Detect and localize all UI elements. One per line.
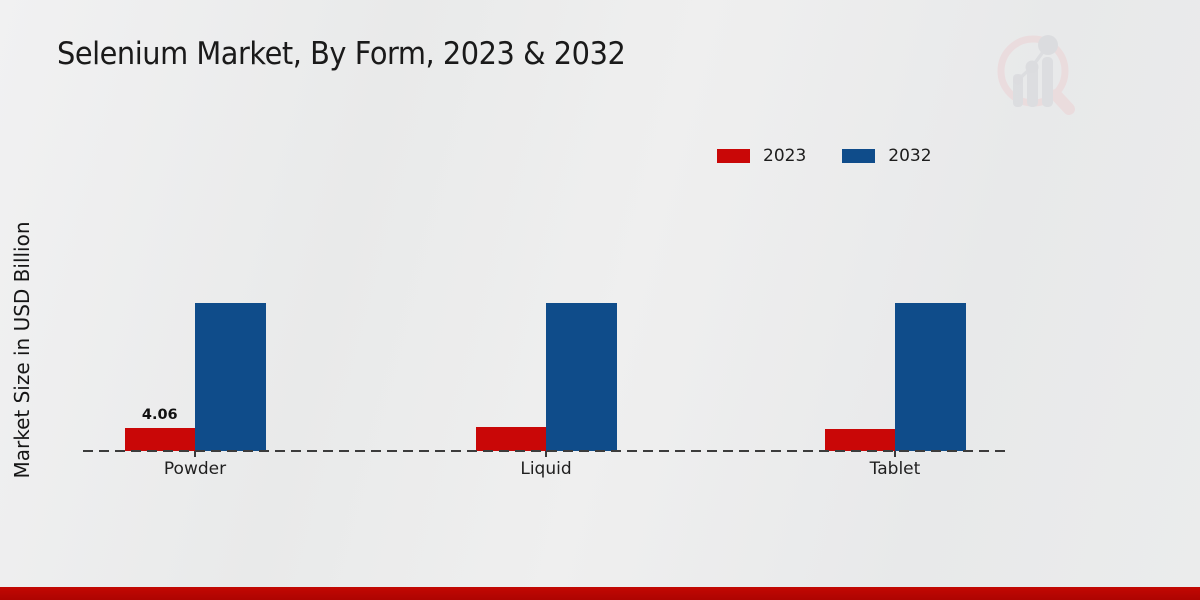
x-axis-tick-powder (194, 451, 196, 457)
bar-2023-powder (124, 428, 195, 451)
bar-2032-tablet (895, 303, 966, 451)
x-axis-category-label-tablet: Tablet (869, 459, 921, 479)
legend-swatch-2023 (717, 149, 750, 163)
bar-2032-liquid (546, 303, 617, 451)
footer-accent-bar (0, 587, 1200, 600)
x-axis-category-label-liquid: Liquid (520, 459, 572, 479)
legend: 2023 2032 (717, 146, 932, 166)
legend-swatch-2032 (842, 149, 876, 163)
bar-value-label: 4.06 (141, 407, 178, 424)
legend-item-2032: 2032 (842, 146, 932, 166)
legend-item-2023: 2023 (717, 146, 806, 166)
bar-2023-tablet (824, 429, 895, 451)
legend-label-2032: 2032 (888, 146, 932, 166)
x-axis-tick-liquid (545, 451, 547, 457)
bar-2032-powder (195, 303, 266, 451)
market-research-watermark-icon (997, 35, 1075, 115)
legend-label-2023: 2023 (763, 146, 807, 166)
chart-title: Selenium Market, By Form, 2023 & 2032 (57, 36, 626, 72)
x-axis-tick-tablet (894, 451, 896, 457)
x-axis-category-label-powder: Powder (163, 459, 227, 479)
bar-2023-liquid (475, 427, 546, 451)
